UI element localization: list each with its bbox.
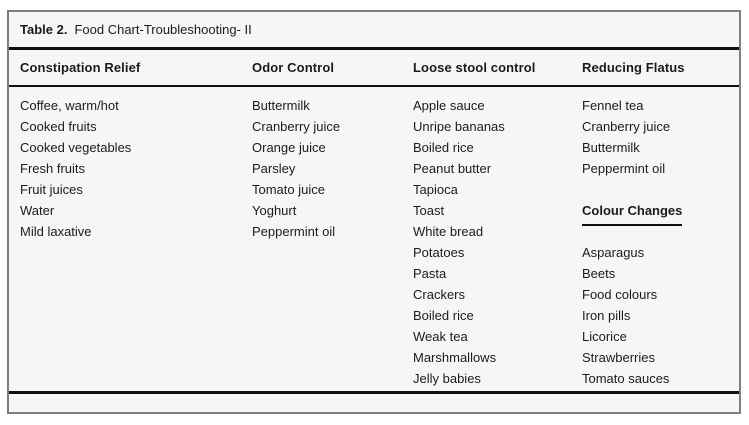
list-item: Cranberry juice (582, 119, 671, 134)
list-item: Buttermilk (252, 98, 310, 113)
list-item: Cranberry juice (252, 119, 341, 134)
list-item: Asparagus (582, 245, 645, 260)
list-item: Strawberries (582, 350, 655, 365)
column-header-constipation-relief: Constipation Relief (20, 60, 141, 75)
list-item: Jelly babies (413, 371, 481, 386)
list-item: Fruit juices (20, 182, 83, 197)
list-item: Marshmallows (413, 350, 497, 365)
column-reducing-flatus: Fennel tea Cranberry juice Buttermilk Peppe… (582, 95, 739, 391)
list-item: Weak tea (413, 329, 468, 344)
list-item: Licorice (582, 329, 627, 344)
table-header-row: Constipation Relief Odor Control Loose s… (9, 50, 739, 87)
list-item: Cooked fruits (20, 119, 97, 134)
list-item: Peppermint oil (252, 224, 336, 239)
table-bottom-rule (9, 391, 739, 412)
list-item: Iron pills (582, 308, 631, 323)
list-item (582, 179, 739, 200)
list-item: White bread (413, 224, 484, 239)
list-item: Tapioca (413, 182, 458, 197)
list-item: Buttermilk (582, 140, 640, 155)
table-caption: Food Chart-Troubleshooting- II (74, 22, 252, 37)
list-item: Coffee, warm/hot (20, 98, 119, 113)
list-item: Tomato juice (252, 182, 325, 197)
list-item: Toast (413, 203, 445, 218)
list-item: Water (20, 203, 55, 218)
table-number: Table 2. (20, 22, 68, 37)
list-item: Peanut butter (413, 161, 492, 176)
list-item: Parsley (252, 161, 296, 176)
list-item: Food colours (582, 287, 658, 302)
list-item: Boiled rice (413, 308, 474, 323)
column-odor-control: Buttermilk Cranberry juice Orange juice Par… (252, 95, 413, 391)
table-body: Coffee, warm/hot Cooked fruits Cooked vege… (9, 87, 739, 391)
column-loose-stool-control: Apple sauce Unripe bananas Boiled rice Pean… (413, 95, 582, 391)
list-item: Peppermint oil (582, 161, 666, 176)
list-item: Pasta (413, 266, 447, 281)
list-item: Unripe bananas (413, 119, 505, 134)
list-item: Fennel tea (582, 98, 644, 113)
column-header-reducing-flatus: Reducing Flatus (582, 60, 685, 75)
list-item: Crackers (413, 287, 466, 302)
food-troubleshooting-table: Table 2. Food Chart-Troubleshooting- II … (7, 10, 741, 414)
subheader-colour-changes: Colour Changes (582, 200, 739, 226)
list-item: Boiled rice (413, 140, 474, 155)
list-item: Yoghurt (252, 203, 297, 218)
list-item: Fresh fruits (20, 161, 86, 176)
column-header-odor-control: Odor Control (252, 60, 335, 75)
list-item: Cooked vegetables (20, 140, 132, 155)
column-constipation-relief: Coffee, warm/hot Cooked fruits Cooked vege… (20, 95, 252, 391)
column-header-loose-stool-control: Loose stool control (413, 60, 536, 75)
list-item: Apple sauce (413, 98, 485, 113)
list-item: Beets (582, 266, 616, 281)
list-item: Orange juice (252, 140, 326, 155)
list-item: Potatoes (413, 245, 465, 260)
list-item: Tomato sauces (582, 371, 670, 386)
list-item: Mild laxative (20, 224, 92, 239)
table-title-row: Table 2. Food Chart-Troubleshooting- II (9, 12, 739, 50)
